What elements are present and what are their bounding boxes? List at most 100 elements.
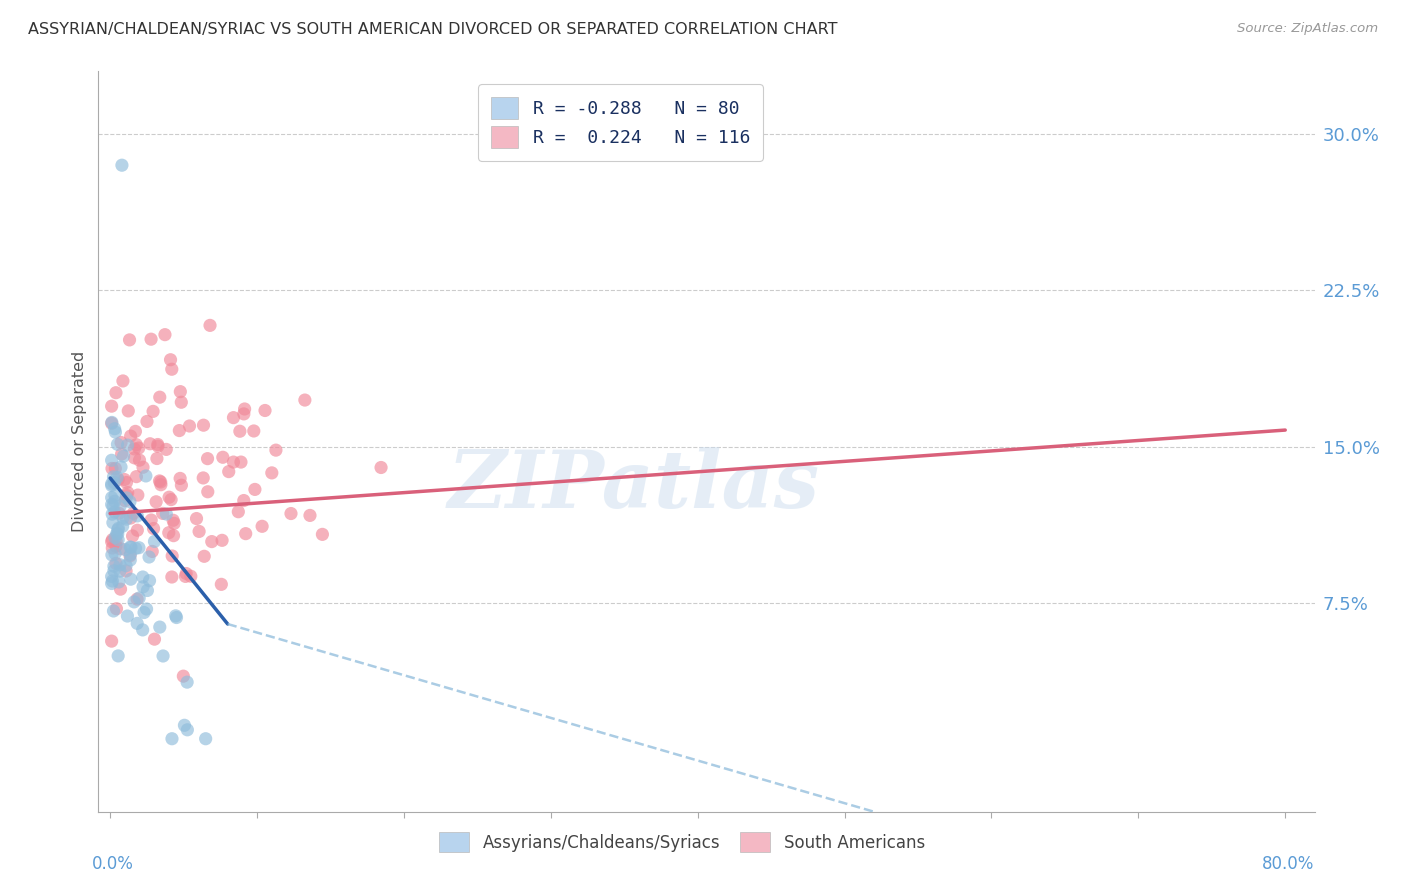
Legend: Assyrians/Chaldeans/Syriacs, South Americans: Assyrians/Chaldeans/Syriacs, South Ameri… <box>433 825 932 859</box>
Point <box>104 505 127 519</box>
Point <box>188 524 211 539</box>
Point <box>120 572 142 586</box>
Point <box>105 526 128 541</box>
Point <box>132 460 155 475</box>
Point <box>120 540 142 554</box>
Point <box>104 494 127 508</box>
Point <box>111 511 134 525</box>
Point <box>143 534 166 549</box>
Point <box>100 399 122 413</box>
Point <box>146 439 169 453</box>
Point <box>166 610 188 624</box>
Point <box>111 374 134 388</box>
Point <box>108 506 131 520</box>
Point <box>139 437 162 451</box>
Point <box>176 675 198 690</box>
Point <box>135 602 157 616</box>
Point <box>110 460 132 475</box>
Point <box>149 477 172 491</box>
Point <box>197 484 219 499</box>
Point <box>125 469 148 483</box>
Point <box>101 461 124 475</box>
Point <box>160 570 183 584</box>
Point <box>101 548 124 562</box>
Point <box>124 541 146 556</box>
Point <box>198 318 221 333</box>
Point <box>104 422 127 436</box>
Text: ZIPatlas: ZIPatlas <box>447 447 820 524</box>
Point <box>103 559 125 574</box>
Point <box>111 158 134 172</box>
Point <box>128 453 150 467</box>
Point <box>136 583 159 598</box>
Point <box>107 648 129 663</box>
Point <box>138 574 160 588</box>
Point <box>100 476 122 491</box>
Point <box>260 466 283 480</box>
Point <box>169 424 191 438</box>
Point <box>105 534 128 549</box>
Point <box>160 492 183 507</box>
Point <box>100 417 122 431</box>
Point <box>118 333 141 347</box>
Point <box>100 576 122 591</box>
Point <box>108 558 131 572</box>
Point <box>110 435 132 450</box>
Point <box>103 470 125 484</box>
Point <box>143 632 166 647</box>
Point <box>186 511 208 525</box>
Point <box>136 414 159 428</box>
Point <box>222 455 245 469</box>
Point <box>229 424 252 438</box>
Point <box>120 511 142 525</box>
Point <box>173 718 195 732</box>
Point <box>232 407 254 421</box>
Point <box>105 601 128 615</box>
Point <box>103 475 125 490</box>
Point <box>243 483 266 497</box>
Point <box>193 418 215 433</box>
Point <box>155 442 177 457</box>
Point <box>101 499 124 513</box>
Point <box>115 564 138 578</box>
Point <box>107 473 129 487</box>
Point <box>127 523 149 537</box>
Point <box>120 541 142 555</box>
Point <box>174 566 197 581</box>
Point <box>370 460 392 475</box>
Point <box>127 488 149 502</box>
Point <box>104 539 127 553</box>
Point <box>110 582 132 596</box>
Point <box>211 450 233 465</box>
Point <box>294 392 316 407</box>
Point <box>169 471 191 485</box>
Point <box>100 534 122 549</box>
Point <box>115 491 138 505</box>
Point <box>100 634 122 648</box>
Point <box>127 616 149 631</box>
Point <box>148 474 170 488</box>
Point <box>298 508 321 523</box>
Point <box>107 437 129 451</box>
Point <box>146 451 169 466</box>
Point <box>170 478 193 492</box>
Point <box>250 519 273 533</box>
Point <box>100 453 122 467</box>
Point <box>101 533 124 547</box>
Point <box>104 488 127 502</box>
Point <box>100 478 122 492</box>
Point <box>105 470 128 484</box>
Point <box>110 541 132 556</box>
Point <box>117 609 139 624</box>
Point <box>174 569 197 583</box>
Point <box>118 549 141 563</box>
Point <box>146 437 169 451</box>
Point <box>104 461 127 475</box>
Point <box>101 516 124 530</box>
Point <box>197 451 219 466</box>
Point <box>131 623 153 637</box>
Text: 80.0%: 80.0% <box>1263 855 1315 872</box>
Point <box>165 608 187 623</box>
Point <box>121 529 143 543</box>
Point <box>125 437 148 451</box>
